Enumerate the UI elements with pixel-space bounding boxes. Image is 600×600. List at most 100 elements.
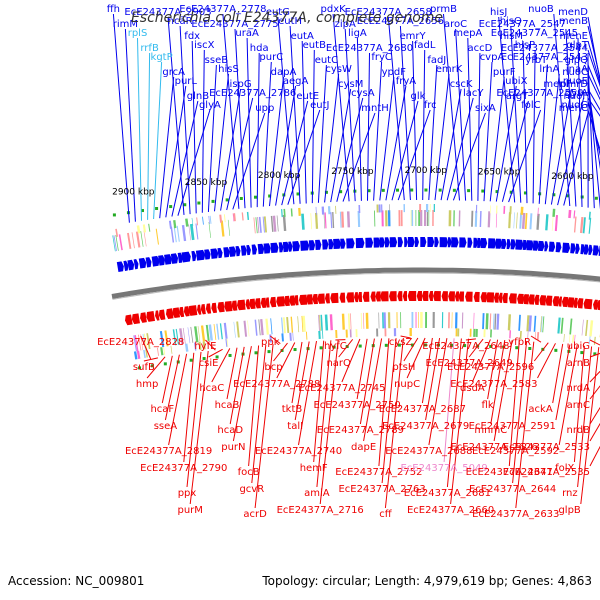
feature-category-block bbox=[582, 217, 586, 234]
feature-category-block bbox=[527, 331, 529, 340]
feature-category-block bbox=[482, 313, 485, 330]
callout-line bbox=[589, 406, 600, 425]
gene-arrow bbox=[552, 296, 560, 307]
gene-arrow bbox=[276, 296, 285, 307]
callout-line bbox=[248, 345, 260, 467]
feature-category-block bbox=[403, 204, 405, 213]
forward-gene-label: hisQ bbox=[500, 16, 522, 27]
gene-arrow bbox=[200, 304, 206, 315]
callout-line bbox=[229, 346, 245, 425]
scale-dot bbox=[358, 344, 362, 348]
gene-arrow bbox=[125, 314, 133, 326]
reverse-strand-genes bbox=[125, 291, 600, 326]
callout-line bbox=[565, 28, 577, 207]
gene-arrow bbox=[165, 308, 174, 319]
gene-arrow bbox=[249, 298, 256, 310]
callout-line bbox=[207, 64, 217, 213]
feature-category-block bbox=[286, 316, 290, 334]
gene-arrow bbox=[151, 255, 160, 267]
gene-arrow bbox=[217, 301, 225, 313]
callout-line bbox=[379, 76, 395, 201]
scale-dot bbox=[253, 195, 257, 199]
reverse-gene-label: EcE24377A_2788 bbox=[233, 379, 320, 390]
feature-category-block bbox=[226, 338, 229, 347]
forward-gene-label: argT bbox=[506, 91, 529, 102]
feature-category-block bbox=[410, 210, 412, 227]
feature-category-block bbox=[205, 324, 210, 341]
callout-line bbox=[555, 344, 571, 421]
gene-arrow bbox=[340, 238, 346, 249]
forward-gene-label: mepA bbox=[453, 28, 482, 39]
reverse-gene-label: glpB bbox=[558, 505, 580, 516]
callout-line bbox=[450, 338, 470, 505]
feature-category-block bbox=[573, 216, 577, 233]
callout-line bbox=[281, 100, 309, 206]
feature-category-block bbox=[335, 329, 338, 339]
feature-category-block bbox=[194, 326, 199, 343]
feature-category-block bbox=[345, 329, 348, 338]
callout-line bbox=[336, 97, 364, 202]
gene-arrow bbox=[365, 237, 374, 248]
feature-category-block bbox=[156, 347, 159, 356]
callout-line bbox=[587, 16, 600, 84]
reverse-gene-label: hyfC bbox=[324, 341, 347, 352]
kbp-tick-label: 2600 kbp bbox=[551, 172, 594, 182]
reverse-gene-label: EcE24377A_2681 bbox=[404, 488, 491, 499]
callout-line bbox=[508, 340, 520, 467]
forward-gene-label: eutE bbox=[296, 91, 319, 102]
callout-line bbox=[291, 341, 303, 404]
callout-line bbox=[490, 340, 506, 425]
callout-line bbox=[289, 25, 301, 204]
gene-arrow bbox=[131, 313, 141, 325]
scale-dot bbox=[566, 194, 570, 198]
reverse-gene-label: EcE24377A_2649 bbox=[425, 358, 512, 369]
forward-gene-label: fadJ bbox=[427, 55, 446, 66]
scale-dot bbox=[183, 203, 187, 207]
feature-category-block bbox=[487, 211, 491, 228]
gene-arrow bbox=[458, 291, 465, 302]
gene-arrow bbox=[526, 240, 534, 251]
feature-category-block bbox=[519, 212, 523, 229]
callout-line bbox=[465, 338, 476, 341]
feature-category-block bbox=[415, 312, 417, 329]
feature-category-block bbox=[545, 214, 549, 231]
feature-category-block bbox=[173, 220, 177, 229]
feature-category-block bbox=[441, 312, 444, 329]
callout-line bbox=[363, 338, 383, 442]
gene-arrow bbox=[580, 244, 585, 255]
feature-category-block bbox=[483, 329, 486, 338]
scale-dot bbox=[423, 343, 427, 347]
scale-dot bbox=[495, 190, 499, 194]
feature-category-block bbox=[489, 313, 492, 330]
reverse-category-band-inner bbox=[133, 328, 596, 360]
gene-arrow bbox=[317, 293, 325, 304]
forward-gene-label: ispG bbox=[230, 79, 252, 90]
forward-strand-genes bbox=[116, 237, 600, 273]
feature-category-block bbox=[195, 223, 199, 240]
reverse-gene-label: flk bbox=[482, 400, 494, 411]
forward-gene-label: grcA bbox=[162, 67, 185, 78]
callout-line bbox=[428, 64, 438, 201]
forward-gene-label: EcE24377A_2658 bbox=[345, 7, 432, 18]
reverse-gene-label: hcaD bbox=[217, 425, 243, 436]
scale-dot bbox=[324, 190, 328, 194]
gene-arrow bbox=[265, 297, 270, 308]
scale-dot bbox=[515, 346, 519, 350]
feature-category-block bbox=[554, 214, 559, 232]
feature-category-block bbox=[297, 316, 300, 333]
forward-gene-label: EcE24377A_2786 bbox=[209, 88, 296, 99]
feature-category-block bbox=[572, 334, 575, 343]
callout-line bbox=[311, 49, 315, 204]
feature-category-block bbox=[155, 228, 159, 245]
feature-category-block bbox=[202, 216, 204, 225]
feature-category-block bbox=[253, 217, 256, 234]
gene-arrow bbox=[528, 294, 535, 305]
feature-category-block bbox=[143, 333, 148, 350]
reverse-gene-label: dapE bbox=[351, 442, 376, 453]
feature-category-block bbox=[148, 223, 151, 232]
gene-arrow bbox=[544, 241, 549, 252]
feature-category-block bbox=[115, 234, 119, 251]
gene-arrow bbox=[205, 303, 212, 314]
reverse-gene-label: talI bbox=[287, 421, 303, 432]
